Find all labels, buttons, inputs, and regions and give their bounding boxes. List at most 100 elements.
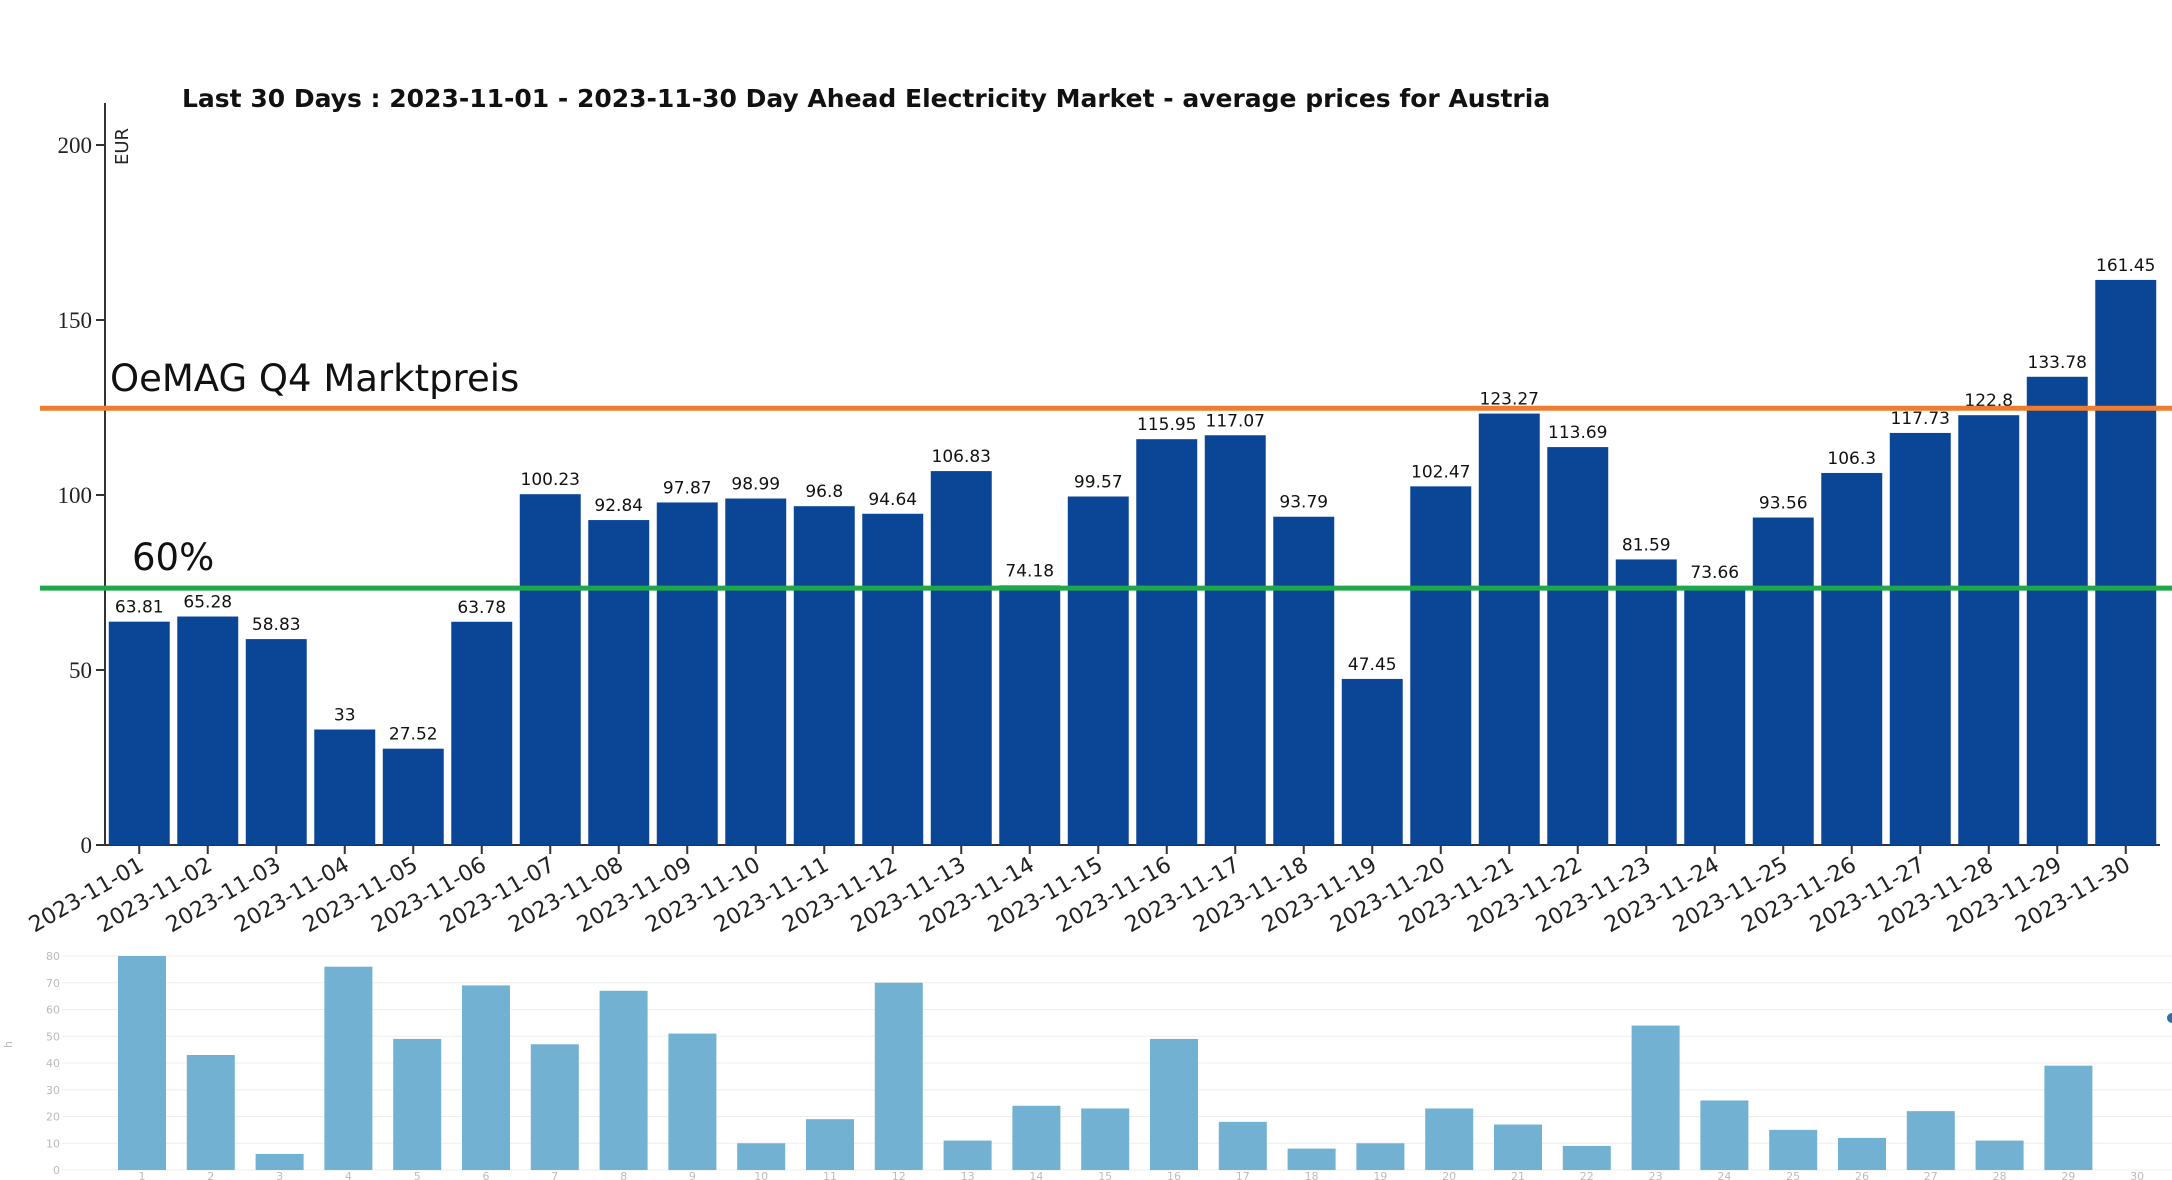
sub-bar-9 (668, 1033, 717, 1170)
sub-y-axis-label: h (2, 1041, 15, 1048)
sub-bar-8 (599, 990, 648, 1170)
bar-2023-11-01 (108, 621, 170, 845)
value-label: 96.8 (805, 482, 843, 502)
bar-2023-11-11 (793, 506, 855, 845)
sub-x-tick-label: 21 (1511, 1170, 1525, 1180)
value-label: 113.69 (1548, 423, 1607, 443)
bar-2023-11-28 (1958, 415, 2020, 845)
bar-2023-11-06 (451, 621, 513, 845)
sub-y-tick-label: 0 (53, 1164, 60, 1177)
sub-x-tick-label: 1 (139, 1170, 146, 1180)
sub-x-tick-label: 24 (1717, 1170, 1731, 1180)
y-axis-label: EUR (112, 128, 133, 165)
value-label: 81.59 (1622, 535, 1671, 555)
bar-2023-11-02 (177, 616, 239, 845)
sub-bars (118, 956, 2093, 1170)
sub-x-tick-label: 3 (276, 1170, 283, 1180)
x-axis: 2023-11-012023-11-022023-11-032023-11-04… (25, 845, 2135, 938)
value-label: 63.78 (457, 598, 506, 618)
sub-x-tick-label: 25 (1786, 1170, 1800, 1180)
value-label: 65.28 (183, 593, 232, 613)
sub-x-tick-label: 14 (1029, 1170, 1043, 1180)
sub-x-tick-label: 15 (1098, 1170, 1112, 1180)
value-label: 100.23 (521, 470, 580, 490)
value-label: 123.27 (1480, 390, 1539, 410)
bar-2023-11-18 (1273, 516, 1335, 845)
sub-y-tick-label: 70 (46, 977, 60, 990)
sub-x-tick-label: 6 (483, 1170, 490, 1180)
value-label: 63.81 (115, 598, 164, 618)
bar-2023-11-27 (1889, 432, 1951, 845)
sub-bar-5 (393, 1038, 442, 1170)
value-label: 93.79 (1279, 493, 1328, 513)
bar-2023-11-16 (1136, 439, 1198, 845)
bar-2023-11-05 (382, 748, 444, 845)
sub-x-tick-label: 17 (1236, 1170, 1250, 1180)
sub-y-tick-label: 80 (46, 950, 60, 963)
bar-2023-11-30 (2095, 279, 2157, 845)
sub-x-tick-label: 19 (1373, 1170, 1387, 1180)
sub-y-tick-label: 10 (46, 1137, 60, 1150)
sub-bar-23 (1631, 1025, 1680, 1170)
bar-2023-11-15 (1067, 496, 1129, 845)
sub-x-tick-label: 11 (823, 1170, 837, 1180)
chart-title: Last 30 Days : 2023-11-01 - 2023-11-30 D… (182, 84, 1550, 113)
sub-x-tick-label: 27 (1924, 1170, 1938, 1180)
bar-2023-11-19 (1341, 678, 1403, 845)
sub-x-tick-label: 16 (1167, 1170, 1181, 1180)
bar-2023-11-12 (862, 513, 924, 845)
sub-bar-3 (255, 1153, 304, 1170)
value-label: 106.83 (932, 447, 991, 467)
sub-bar-21 (1494, 1124, 1542, 1170)
sub-x-tick-label: 7 (551, 1170, 558, 1180)
sub-y-tick-label: 20 (46, 1111, 60, 1124)
sub-bar-16 (1150, 1038, 1198, 1170)
bar-2023-11-07 (519, 494, 581, 845)
y-tick-label: 100 (58, 483, 93, 508)
sub-x-axis: 1 2 3 4 5 6 7 8 9 10 11 12 13 14 15 16 17 18 19 20 21 22 23 24 2… (139, 1170, 2145, 1180)
sub-x-tick-label: 28 (1993, 1170, 2007, 1180)
sub-x-tick-label: 5 (414, 1170, 421, 1180)
reference-line-label: OeMAG Q4 Marktpreis (110, 357, 519, 400)
sub-x-tick-label: 20 (1442, 1170, 1456, 1180)
sub-bar-20 (1425, 1108, 1474, 1170)
value-labels: 63.81 65.28 58.83 33 27.52 63.78 100.23 92.84 97… (115, 256, 2156, 745)
value-label: 73.66 (1690, 563, 1739, 583)
sub-y-tick-label: 60 (46, 1004, 60, 1017)
value-label: 92.84 (594, 496, 643, 516)
series-marker-dot (2167, 1013, 2172, 1023)
sub-bar-28 (1975, 1140, 2024, 1170)
y-tick-label: 0 (81, 833, 93, 858)
value-label: 93.56 (1759, 494, 1808, 514)
sub-y-tick-label: 50 (46, 1030, 60, 1043)
bar-2023-11-10 (725, 498, 787, 845)
bar-2023-11-25 (1752, 517, 1814, 845)
bar-2023-11-20 (1410, 486, 1472, 845)
value-label: 94.64 (868, 490, 917, 510)
sub-x-tick-label: 29 (2061, 1170, 2075, 1180)
sub-bar-19 (1356, 1143, 1405, 1170)
bar-2023-11-22 (1547, 447, 1609, 845)
sub-bar-12 (874, 982, 923, 1170)
bar-2023-11-13 (930, 471, 992, 845)
sub-bar-15 (1081, 1108, 1130, 1170)
value-label: 133.78 (2028, 353, 2087, 373)
value-label: 27.52 (389, 725, 438, 745)
reference-lines: OeMAG Q4 Marktpreis 60% (40, 357, 2172, 591)
sub-x-tick-label: 4 (345, 1170, 352, 1180)
y-tick-label: 150 (58, 308, 93, 333)
sub-bar-6 (462, 985, 510, 1170)
bar-2023-11-26 (1821, 472, 1883, 845)
value-label: 97.87 (663, 478, 712, 498)
sub-x-tick-label: 22 (1580, 1170, 1594, 1180)
sub-y-tick-label: 30 (46, 1084, 60, 1097)
sub-x-tick-label: 23 (1649, 1170, 1663, 1180)
sub-x-tick-label: 13 (961, 1170, 975, 1180)
sub-bar-17 (1218, 1121, 1267, 1170)
bar-2023-11-03 (245, 639, 307, 845)
sub-bar-7 (530, 1044, 579, 1170)
y-tick-label: 50 (69, 658, 92, 683)
bars (108, 279, 2157, 845)
value-label: 99.57 (1074, 473, 1123, 493)
